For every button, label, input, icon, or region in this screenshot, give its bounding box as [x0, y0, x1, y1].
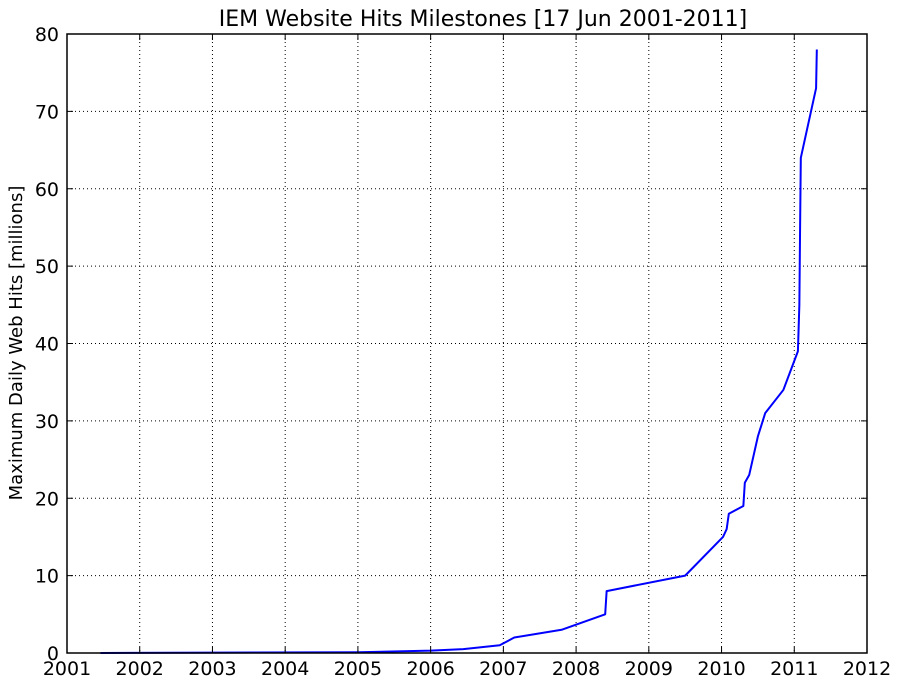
y-tick-label: 10 [35, 566, 59, 588]
x-tick-label: 2002 [116, 658, 164, 680]
y-axis-label: Maximum Daily Web Hits [millions] [6, 186, 27, 501]
x-tick-label: 2012 [843, 658, 891, 680]
x-tick-label: 2004 [261, 658, 309, 680]
grid-lines [66, 33, 868, 654]
y-tick-label: 20 [35, 488, 59, 510]
x-tick-label: 2003 [188, 658, 236, 680]
x-tick-label: 2005 [334, 658, 382, 680]
y-tick-label: 50 [35, 256, 59, 278]
x-tick-label: 2001 [43, 658, 91, 680]
x-tick-label: 2009 [625, 658, 673, 680]
chart-title: IEM Website Hits Milestones [17 Jun 2001… [219, 7, 747, 32]
tick-layer: 2001 2002 2003 2004 2005 2006 2007 2008 2009 2010… [35, 24, 891, 680]
y-tick-label: 80 [35, 24, 59, 46]
y-tick-label: 40 [35, 334, 59, 356]
series-line [100, 49, 818, 654]
x-tick-label: 2008 [552, 658, 600, 680]
y-tick-label: 30 [35, 411, 59, 433]
x-tick-label: 2007 [479, 658, 527, 680]
y-tick-label: 0 [47, 643, 59, 665]
x-tick-label: 2011 [770, 658, 818, 680]
y-tick-label: 70 [35, 101, 59, 123]
y-tick-label: 60 [35, 179, 59, 201]
series-layer [100, 49, 818, 654]
x-tick-label: 2010 [697, 658, 745, 680]
x-tick-label: 2006 [406, 658, 454, 680]
